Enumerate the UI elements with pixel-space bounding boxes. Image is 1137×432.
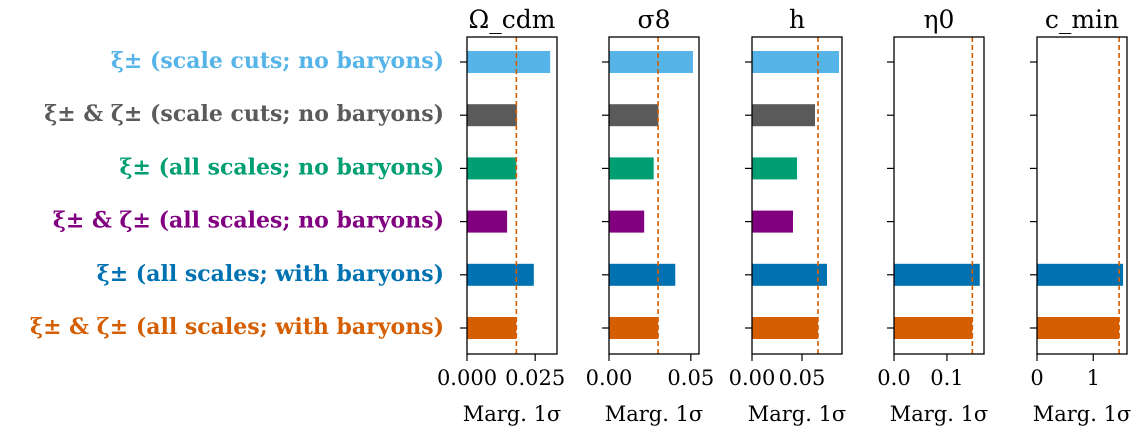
x-tick-label: 0.000 bbox=[437, 366, 497, 390]
bar bbox=[609, 317, 659, 339]
panel-frame bbox=[608, 36, 700, 355]
panel-frame bbox=[751, 36, 843, 355]
x-axis-label: Marg. 1σ bbox=[1033, 402, 1132, 426]
category-label: ξ± (all scales; with baryons) bbox=[97, 261, 444, 287]
panel-title: c_min bbox=[1045, 5, 1119, 34]
category-label: ξ± (scale cuts; no baryons) bbox=[111, 48, 444, 74]
category-label: ξ± & ζ± (all scales; no baryons) bbox=[53, 208, 444, 234]
x-tick-label: 0.00 bbox=[586, 366, 633, 390]
bar bbox=[467, 104, 517, 127]
panel-title: Ω_cdm bbox=[469, 5, 556, 34]
bar bbox=[609, 51, 693, 73]
panel-frame bbox=[893, 36, 985, 355]
x-tick-label: 0.05 bbox=[779, 366, 826, 390]
bar bbox=[894, 317, 973, 339]
bar bbox=[752, 263, 827, 286]
bar bbox=[467, 157, 517, 180]
x-tick-label: 0.00 bbox=[729, 366, 776, 390]
x-tick-label: 1 bbox=[1087, 366, 1100, 390]
bar bbox=[752, 104, 815, 127]
x-axis-label: Marg. 1σ bbox=[748, 402, 847, 426]
x-axis-label: Marg. 1σ bbox=[890, 402, 989, 426]
bar bbox=[609, 104, 659, 127]
panel-title: σ8 bbox=[638, 5, 671, 34]
panel-frame bbox=[1036, 36, 1128, 355]
category-label: ξ± & ζ± (scale cuts; no baryons) bbox=[44, 101, 444, 127]
x-tick-label: 0.0 bbox=[877, 366, 910, 390]
panel-title: h bbox=[789, 5, 805, 34]
bar bbox=[467, 317, 517, 339]
x-axis-label: Marg. 1σ bbox=[463, 402, 562, 426]
x-tick-label: 0.05 bbox=[667, 366, 714, 390]
category-label: ξ± (all scales; no baryons) bbox=[119, 154, 444, 180]
bar bbox=[752, 317, 818, 339]
bar bbox=[609, 263, 676, 286]
bar bbox=[752, 157, 797, 180]
bar bbox=[467, 51, 551, 73]
bar bbox=[467, 263, 534, 286]
panel-frame bbox=[466, 36, 558, 355]
bar bbox=[894, 263, 980, 286]
category-label: ξ± & ζ± (all scales; with baryons) bbox=[30, 314, 444, 340]
bar bbox=[1037, 317, 1120, 339]
x-axis-label: Marg. 1σ bbox=[605, 402, 704, 426]
bar bbox=[609, 157, 654, 180]
panel-title: η0 bbox=[924, 5, 955, 34]
bar bbox=[609, 210, 645, 233]
bar bbox=[467, 210, 508, 233]
x-tick-label: 0 bbox=[1030, 366, 1043, 390]
bar bbox=[1037, 263, 1124, 286]
bar bbox=[752, 51, 839, 73]
bar bbox=[752, 210, 793, 233]
x-tick-label: 0.025 bbox=[505, 366, 565, 390]
x-tick-label: 0.1 bbox=[930, 366, 963, 390]
